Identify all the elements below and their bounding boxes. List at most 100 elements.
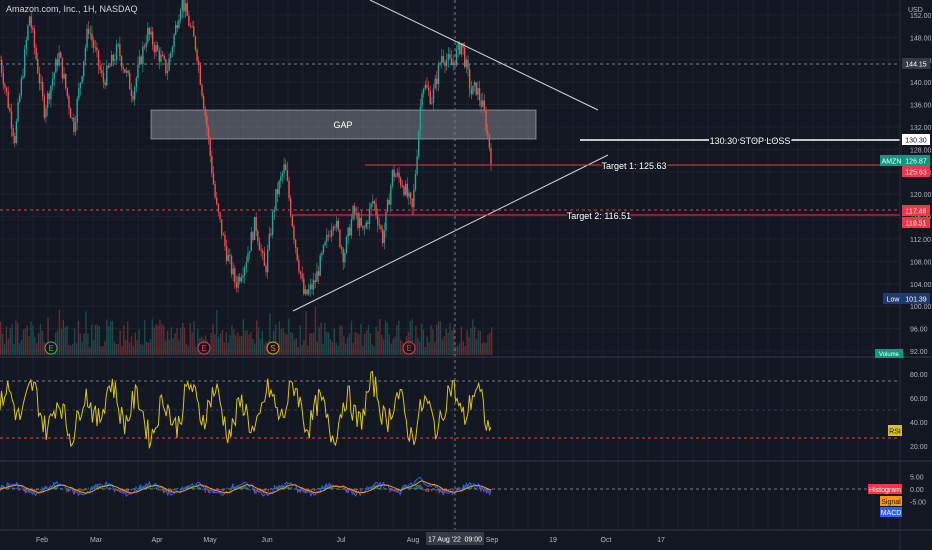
candle-body <box>17 102 19 122</box>
histogram-bar <box>281 485 283 489</box>
histogram-bar <box>40 489 42 490</box>
histogram-bar <box>395 489 397 492</box>
earnings-marker[interactable]: E <box>44 341 58 355</box>
price-tick-label: 148.00 <box>910 35 932 42</box>
stop-loss-label: 130.30 STOP LOSS <box>710 136 791 146</box>
volume-bar <box>343 335 345 355</box>
histogram-bar <box>427 489 430 493</box>
volume-bar <box>354 331 356 355</box>
histogram-bar <box>410 485 413 489</box>
volume-bar <box>274 324 277 355</box>
volume-bar <box>18 342 21 355</box>
time-axis[interactable]: Feb Mar Apr May Jun Jul Aug Sep 19 Oct 17 <box>36 537 665 544</box>
candle-body <box>138 56 141 65</box>
candle-body <box>437 64 440 85</box>
candle-body <box>465 59 468 67</box>
histogram-bar <box>143 485 145 489</box>
candle-body <box>220 219 223 235</box>
volume-bar <box>297 346 300 355</box>
candle-body <box>179 10 182 20</box>
histogram-bar <box>343 488 345 489</box>
histogram-bar <box>460 488 462 489</box>
volume-bar <box>310 333 313 355</box>
volume-bar <box>320 322 322 355</box>
earnings-marker[interactable]: E <box>402 341 416 355</box>
histogram-bar <box>447 489 450 492</box>
candle-body <box>454 62 456 66</box>
histogram-bar <box>372 486 374 489</box>
rsi-axis[interactable]: 80.00 60.00 40.00 20.00 <box>910 372 928 451</box>
volume-bar <box>145 341 148 355</box>
histogram-bar <box>217 489 219 491</box>
candle-body <box>245 262 248 268</box>
histogram-bar <box>112 489 114 490</box>
histogram-bar <box>312 489 314 490</box>
lower-trendline[interactable] <box>292 154 609 312</box>
volume-bar <box>138 329 140 355</box>
earnings-marker[interactable]: E <box>197 341 211 355</box>
volume-bar <box>113 341 116 355</box>
candle-body <box>413 189 415 208</box>
candle-body <box>156 45 159 51</box>
histogram-bar <box>220 489 222 491</box>
candle-body <box>148 27 151 35</box>
candle-body <box>311 284 313 290</box>
histogram-bar <box>243 486 245 489</box>
histogram-bar <box>264 489 266 492</box>
histogram-bar <box>110 488 113 489</box>
candle-body <box>81 76 83 83</box>
candle-body <box>281 173 284 177</box>
currency-label: USD <box>908 7 923 14</box>
histogram-bar <box>16 486 19 489</box>
volume-bar <box>119 329 121 355</box>
volume-bar <box>394 336 396 355</box>
volume-bar <box>218 336 220 355</box>
candle-body <box>248 251 251 254</box>
candle-body <box>142 46 144 65</box>
volume-bar <box>335 342 337 355</box>
candle-body <box>83 61 85 77</box>
histogram-bar <box>72 489 74 491</box>
volume-bar <box>0 321 2 355</box>
histogram-bar <box>487 489 490 491</box>
candle-body <box>464 47 466 67</box>
gap-zone[interactable]: GAP <box>150 109 537 140</box>
price-tick-label: 120.00 <box>910 192 932 199</box>
volume-bar <box>151 319 154 355</box>
target2-price-badge: 116.51 <box>902 217 930 228</box>
volume-bar <box>257 327 260 355</box>
candle-body <box>37 58 39 74</box>
upper-trendline[interactable] <box>369 0 599 111</box>
candle-body <box>294 239 297 248</box>
volume-bar <box>66 325 68 355</box>
volume-bar <box>123 325 125 355</box>
volume-bar <box>73 328 76 355</box>
macd-axis[interactable]: 5.00 0.00 -5.00 <box>910 475 926 507</box>
candle-body <box>19 95 21 103</box>
histogram-bar <box>160 489 162 491</box>
histogram-bar <box>452 489 454 492</box>
volume-bar <box>94 325 97 355</box>
histogram-bar <box>121 489 123 492</box>
histogram-bar <box>315 489 317 491</box>
split-marker[interactable]: S <box>266 341 280 355</box>
volume-bar <box>434 341 436 355</box>
histogram-bar <box>56 484 59 489</box>
candle-body <box>334 226 336 228</box>
histogram-bar <box>424 489 427 492</box>
volume-bar <box>327 332 330 355</box>
candle-body <box>449 54 451 59</box>
volume-bar <box>172 338 174 355</box>
candle-body <box>55 59 57 73</box>
candle-body <box>38 73 41 84</box>
volume-bar <box>348 333 351 355</box>
symbol-title[interactable]: Amazon.com, Inc., 1H, NASDAQ <box>6 4 138 14</box>
histogram-bar <box>204 489 206 493</box>
volume-bar <box>161 323 163 355</box>
histogram-bar <box>195 488 197 489</box>
rsi-tick-label: 60.00 <box>910 396 928 403</box>
candle-body <box>396 172 399 176</box>
candle-body <box>133 87 136 100</box>
candle-body <box>225 246 228 261</box>
